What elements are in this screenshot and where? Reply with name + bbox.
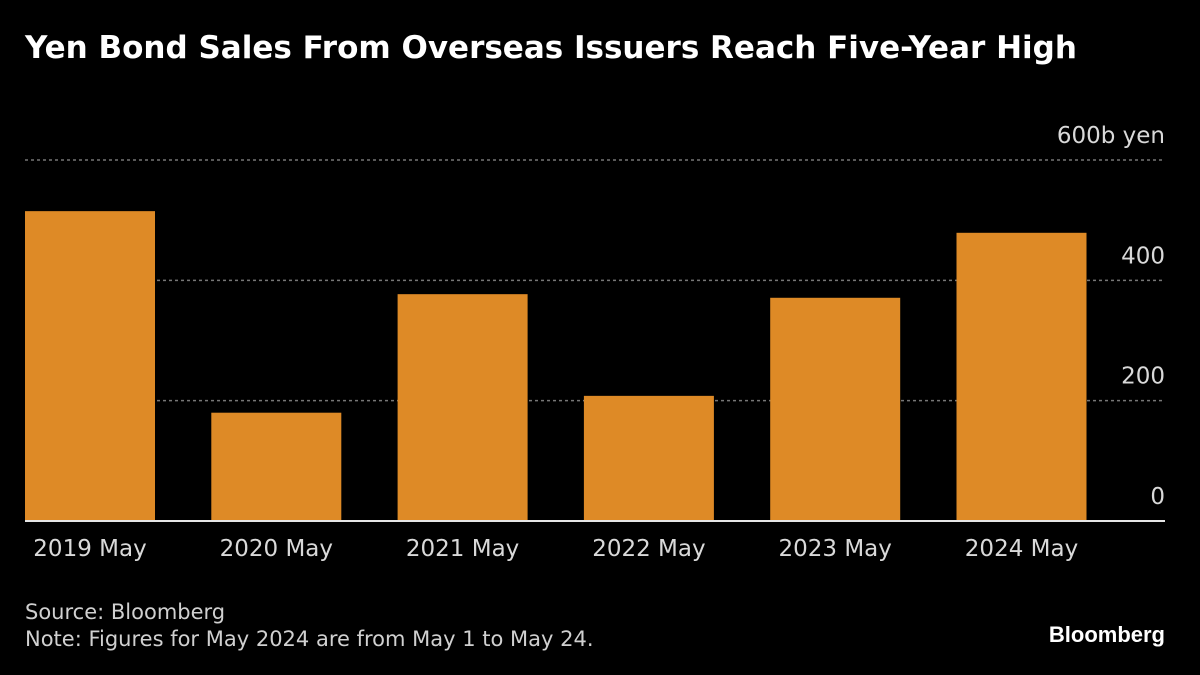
x-tick-label: 2023 May bbox=[778, 536, 891, 562]
bar bbox=[211, 412, 342, 521]
x-tick-label: 2022 May bbox=[592, 536, 705, 562]
x-tick-label: 2020 May bbox=[220, 536, 333, 562]
brand-logo: Bloomberg bbox=[1049, 622, 1165, 647]
bar bbox=[956, 232, 1087, 521]
y-tick-label: 400 bbox=[1121, 243, 1165, 269]
bar bbox=[25, 211, 155, 521]
x-tick-label: 2021 May bbox=[406, 536, 519, 562]
x-tick-label: 2019 May bbox=[33, 536, 146, 562]
bar bbox=[770, 297, 901, 521]
source: Source: Bloomberg bbox=[25, 600, 225, 624]
chart-title: Yen Bond Sales From Overseas Issuers Rea… bbox=[24, 30, 1077, 66]
bar bbox=[397, 294, 528, 521]
bar bbox=[583, 395, 714, 521]
y-tick-label: 0 bbox=[1150, 484, 1165, 510]
note: Note: Figures for May 2024 are from May … bbox=[25, 627, 594, 651]
x-tick-label: 2024 May bbox=[965, 536, 1078, 562]
y-tick-label: 200 bbox=[1121, 364, 1165, 390]
y-tick-label: 600b yen bbox=[1057, 123, 1165, 149]
